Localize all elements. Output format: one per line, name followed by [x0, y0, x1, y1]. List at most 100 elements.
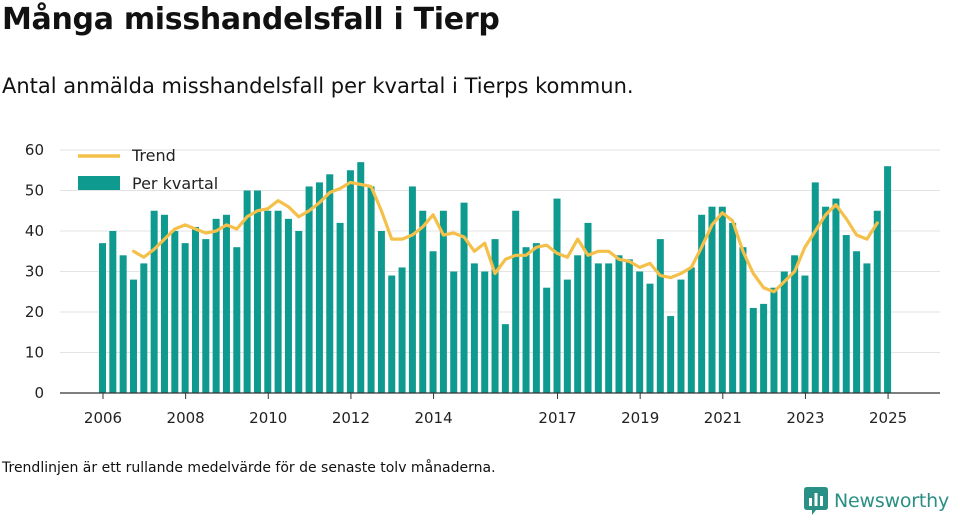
bar: [873, 210, 881, 393]
bar: [636, 271, 644, 393]
bar: [429, 251, 437, 393]
bar: [99, 243, 106, 393]
x-tick-label: 2021: [704, 409, 742, 427]
x-tick-label: 2023: [786, 409, 824, 427]
legend-bars-label: Per kvartal: [132, 174, 218, 193]
x-tick-label: 2017: [538, 409, 576, 427]
x-tick-label: 2008: [167, 409, 205, 427]
bar: [377, 231, 385, 393]
bar: [295, 231, 303, 393]
bar: [853, 251, 861, 393]
y-tick-label: 50: [25, 182, 44, 200]
bar: [842, 235, 850, 393]
bar: [109, 231, 117, 393]
bar: [718, 206, 726, 393]
bar: [863, 263, 871, 393]
bar: [181, 243, 189, 393]
bar: [501, 324, 509, 393]
bar: [811, 182, 819, 393]
bar: [129, 279, 137, 393]
bar: [656, 239, 664, 393]
bar: [140, 263, 148, 393]
bar: [615, 255, 623, 393]
bar: [594, 263, 602, 393]
bar: [388, 275, 396, 393]
bar: [574, 255, 582, 393]
legend-bars-swatch: [78, 176, 120, 190]
y-tick-label: 10: [25, 344, 44, 362]
bar: [315, 182, 323, 393]
y-tick-label: 0: [34, 384, 44, 402]
y-tick-label: 30: [25, 263, 44, 281]
bar: [150, 210, 158, 393]
bar: [646, 283, 654, 393]
bar: [243, 190, 251, 393]
y-tick-label: 40: [25, 222, 44, 240]
bar: [677, 279, 685, 393]
x-tick-label: 2010: [249, 409, 287, 427]
bar: [160, 214, 168, 393]
chart-subtitle: Antal anmälda misshandelsfall per kvarta…: [2, 74, 634, 98]
x-tick-label: 2025: [869, 409, 907, 427]
trend-line: [131, 180, 879, 294]
bar: [543, 287, 551, 393]
chart-logo-icon: [804, 487, 828, 515]
bar: [512, 210, 520, 393]
bar: [191, 226, 199, 393]
bar: [481, 271, 489, 393]
bar: [470, 263, 478, 393]
bar: [832, 198, 840, 393]
bar: [336, 222, 344, 393]
bar: [274, 210, 282, 393]
bar: [253, 190, 261, 393]
bar: [202, 239, 210, 393]
bar: [687, 267, 695, 393]
bar: [553, 198, 561, 393]
bar: [563, 279, 571, 393]
bar: [884, 166, 892, 393]
bar: [367, 186, 375, 393]
footnote: Trendlinjen är ett rullande medelvärde f…: [2, 460, 496, 476]
bar: [284, 218, 292, 393]
bar: [625, 259, 633, 393]
bar: [780, 271, 788, 393]
bar: [212, 218, 220, 393]
y-tick-label: 60: [25, 141, 44, 159]
bar: [729, 222, 737, 393]
bar: [346, 170, 354, 393]
x-tick-label: 2014: [414, 409, 452, 427]
bar: [791, 255, 799, 393]
bar: [222, 214, 230, 393]
bar: [760, 303, 768, 393]
chart-title: Många misshandelsfall i Tierp: [2, 2, 500, 37]
bar: [491, 239, 499, 393]
bar: [605, 263, 613, 393]
bar: [357, 162, 365, 393]
brand-name: Newsworthy: [834, 490, 950, 512]
bar: [698, 214, 706, 393]
bar: [522, 247, 530, 393]
y-tick-label: 20: [25, 303, 44, 321]
bar: [801, 275, 809, 393]
bar: [233, 247, 241, 393]
bar: [532, 243, 540, 393]
bar: [305, 186, 313, 393]
bar: [398, 267, 406, 393]
bar: [119, 255, 127, 393]
bar: [264, 210, 272, 393]
bar: [739, 247, 747, 393]
bar: [408, 186, 416, 393]
bar: [326, 174, 334, 393]
x-tick-label: 2012: [332, 409, 370, 427]
bar: [460, 202, 468, 393]
bar: [450, 271, 458, 393]
bar: [770, 287, 778, 393]
bar: [171, 231, 179, 393]
x-tick-label: 2006: [84, 409, 122, 427]
x-tick-label: 2019: [621, 409, 659, 427]
bar: [822, 206, 830, 393]
bar: [439, 210, 447, 393]
newsworthy-logo: Newsworthy: [804, 487, 949, 515]
bar: [584, 222, 592, 393]
bar: [667, 316, 675, 393]
